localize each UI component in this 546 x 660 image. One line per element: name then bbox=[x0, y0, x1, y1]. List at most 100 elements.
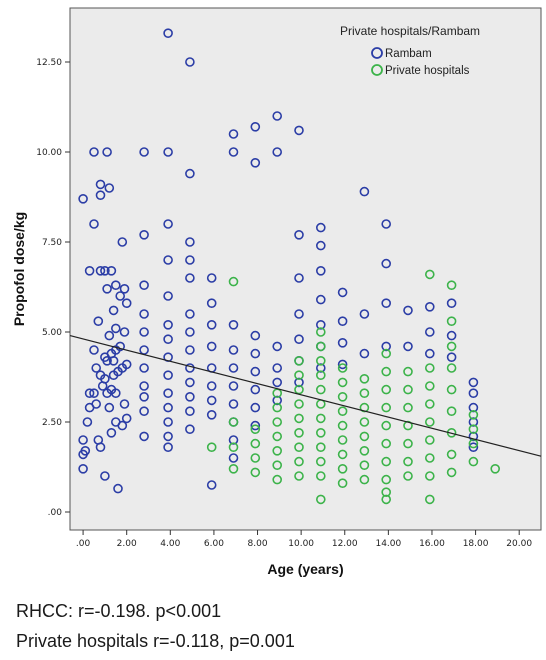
data-point bbox=[185, 273, 195, 283]
data-point bbox=[78, 435, 88, 445]
data-point bbox=[84, 388, 95, 399]
x-tick-label: 18.00 bbox=[463, 539, 489, 549]
data-point bbox=[424, 453, 435, 463]
data-point bbox=[228, 276, 239, 287]
data-point bbox=[381, 420, 392, 431]
data-point bbox=[403, 384, 413, 395]
data-point bbox=[294, 413, 304, 424]
correlation-caption-rhcc: RHCC: r=-0.198. p<0.001 bbox=[16, 601, 222, 621]
data-point bbox=[337, 463, 348, 474]
data-point bbox=[337, 478, 348, 489]
data-point bbox=[424, 327, 435, 337]
data-point bbox=[294, 427, 304, 438]
data-point bbox=[381, 298, 392, 309]
data-point bbox=[163, 319, 173, 330]
x-tick-label: 2.00 bbox=[117, 539, 137, 549]
data-point bbox=[381, 366, 392, 377]
series-private-hospitals bbox=[206, 269, 501, 505]
data-point bbox=[250, 402, 261, 413]
data-point bbox=[446, 330, 457, 341]
data-point bbox=[163, 417, 173, 427]
data-point bbox=[139, 381, 149, 391]
data-point bbox=[294, 125, 304, 136]
data-point bbox=[250, 438, 261, 449]
data-point bbox=[424, 348, 435, 359]
data-point bbox=[424, 301, 435, 312]
data-point bbox=[163, 388, 173, 399]
data-point bbox=[294, 355, 304, 366]
x-tick-label: 4.00 bbox=[160, 539, 180, 549]
data-point bbox=[315, 494, 326, 505]
data-point bbox=[163, 334, 173, 345]
data-point bbox=[359, 186, 370, 197]
data-point bbox=[381, 474, 392, 485]
data-point bbox=[250, 384, 261, 395]
data-point bbox=[139, 327, 149, 337]
data-point bbox=[163, 442, 173, 453]
data-point bbox=[206, 341, 217, 352]
data-point bbox=[424, 435, 435, 445]
legend-marker bbox=[371, 47, 383, 59]
data-point bbox=[490, 463, 501, 474]
data-point bbox=[359, 417, 370, 427]
data-point bbox=[272, 147, 283, 157]
data-point bbox=[89, 147, 99, 157]
data-point bbox=[91, 363, 101, 373]
data-point bbox=[102, 147, 112, 157]
data-point bbox=[468, 388, 479, 399]
data-point bbox=[403, 366, 413, 377]
data-point bbox=[294, 273, 304, 283]
data-point bbox=[403, 471, 413, 481]
data-point bbox=[185, 57, 195, 67]
data-point bbox=[359, 431, 370, 442]
data-point bbox=[139, 147, 149, 157]
data-point bbox=[337, 359, 348, 370]
data-point bbox=[115, 291, 125, 301]
data-point bbox=[424, 494, 435, 505]
data-point bbox=[403, 402, 413, 413]
correlation-caption-private: Private hospitals r=-0.118, p=0.001 bbox=[16, 631, 295, 651]
data-point bbox=[100, 471, 110, 481]
data-point bbox=[337, 377, 348, 388]
data-point bbox=[185, 363, 195, 373]
data-point bbox=[446, 298, 457, 309]
data-point bbox=[381, 348, 392, 359]
data-point bbox=[228, 381, 239, 391]
data-point bbox=[315, 341, 326, 352]
data-point bbox=[117, 420, 128, 431]
data-point bbox=[250, 330, 261, 341]
data-point bbox=[337, 316, 348, 327]
data-point bbox=[424, 417, 435, 427]
data-point bbox=[359, 460, 370, 471]
data-point bbox=[446, 467, 457, 478]
x-tick-label: 6.00 bbox=[204, 539, 224, 549]
data-point bbox=[294, 334, 304, 345]
data-point bbox=[424, 381, 435, 391]
axes: .00 2.00 4.00 6.00 8.00 10.00 12.00 14.00 16.00 1… bbox=[11, 58, 532, 577]
data-point bbox=[228, 345, 239, 355]
data-point bbox=[315, 370, 326, 381]
data-point bbox=[185, 327, 195, 337]
y-tick-label: 10.00 bbox=[36, 148, 62, 158]
data-point bbox=[359, 474, 370, 485]
data-point bbox=[294, 456, 304, 467]
data-point bbox=[117, 237, 128, 247]
scatter-chart: .00 2.00 4.00 6.00 8.00 10.00 12.00 14.00 16.00 1… bbox=[11, 7, 542, 577]
data-point bbox=[163, 219, 173, 229]
data-point bbox=[337, 449, 348, 460]
data-point bbox=[294, 370, 304, 381]
data-point bbox=[315, 384, 326, 395]
data-point bbox=[228, 442, 239, 453]
data-point bbox=[468, 377, 479, 388]
data-point bbox=[163, 147, 173, 157]
data-point bbox=[206, 298, 217, 309]
data-point bbox=[337, 287, 348, 298]
data-point bbox=[272, 431, 283, 442]
x-tick-label: 12.00 bbox=[332, 539, 358, 549]
data-point bbox=[315, 442, 326, 453]
data-point bbox=[272, 402, 283, 413]
data-point bbox=[115, 341, 125, 352]
data-point bbox=[163, 431, 173, 442]
data-point bbox=[139, 363, 149, 373]
data-point bbox=[95, 179, 106, 190]
